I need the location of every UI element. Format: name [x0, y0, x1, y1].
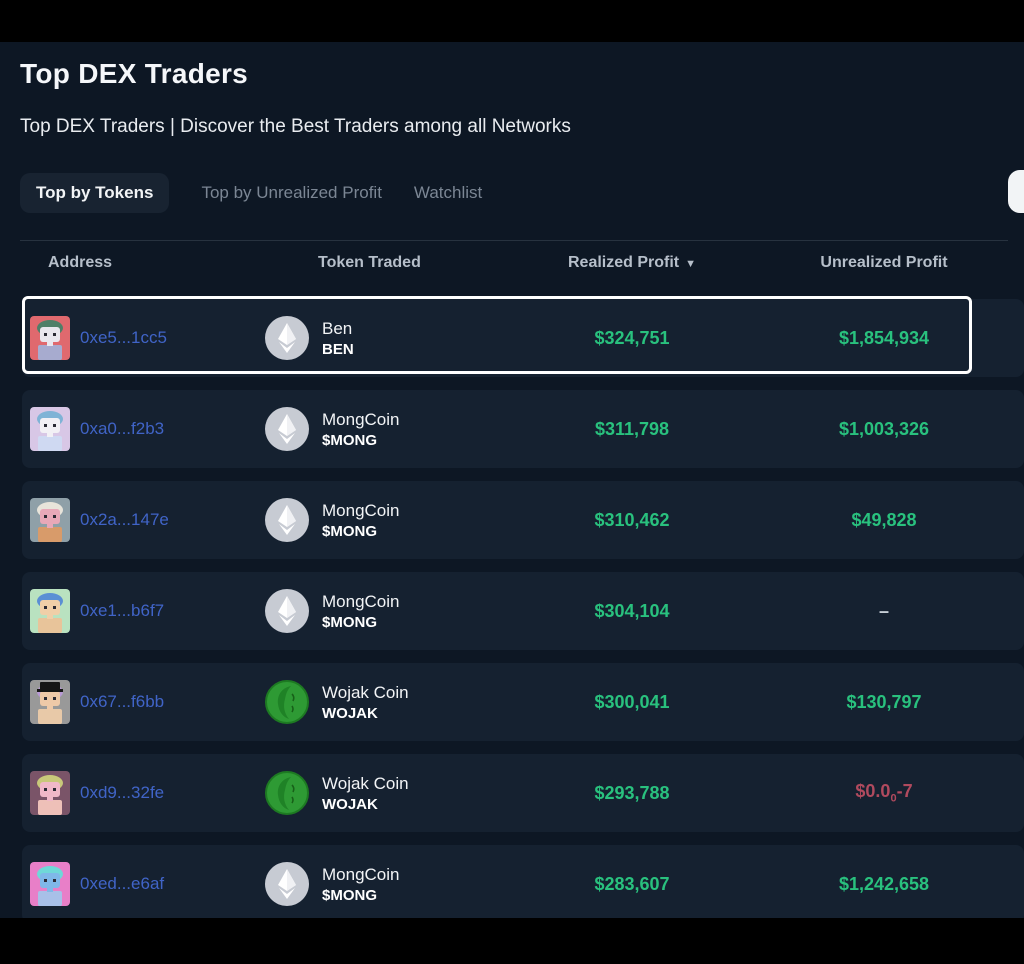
address-cell: 0xa0...f2b3	[22, 407, 262, 451]
unrealized-profit-value: $0.00-7	[855, 781, 913, 805]
unrealized-profit-value: –	[878, 600, 889, 621]
trader-avatar	[30, 498, 70, 542]
table-row[interactable]: 0x67...f6bb Wojak Coin WOJAK $300,041 $1…	[22, 663, 1024, 741]
edge-button[interactable]	[1008, 170, 1024, 213]
tab-watchlist[interactable]: Watchlist	[413, 183, 483, 202]
column-header-realized-profit[interactable]: Realized Profit ▼	[567, 254, 697, 271]
token-name: MongCoin	[322, 864, 400, 884]
column-header-address[interactable]: Address	[48, 254, 113, 271]
token-name: Wojak Coin	[322, 682, 409, 702]
eth-icon	[265, 316, 309, 360]
address-link[interactable]: 0xd9...32fe	[80, 783, 165, 802]
token-cell: Wojak Coin WOJAK	[262, 771, 512, 815]
tab-top-by-tokens[interactable]: Top by Tokens	[20, 173, 170, 213]
tab-top-by-unrealized-profit[interactable]: Top by Unrealized Profit	[201, 183, 382, 202]
realized-profit-value: $293,788	[594, 782, 670, 803]
trader-avatar	[30, 862, 70, 906]
unrealized-profit-value: $1,854,934	[838, 327, 930, 348]
page: Top DEX Traders Top DEX Traders | Discov…	[0, 42, 1024, 918]
table-row[interactable]: 0xe1...b6f7 MongCoin $MONG $304,104 –	[22, 572, 1024, 650]
realized-profit-value: $311,798	[594, 418, 670, 439]
address-link[interactable]: 0xa0...f2b3	[80, 419, 165, 438]
unrealized-profit-value: $1,003,326	[838, 418, 930, 439]
sort-desc-icon[interactable]: ▼	[685, 258, 697, 270]
token-symbol: $MONG	[322, 613, 378, 631]
realized-profit-value: $300,041	[594, 691, 670, 712]
realized-profit-value: $310,462	[594, 509, 670, 530]
token-cell: Ben BEN	[262, 316, 512, 360]
realized-profit-value: $304,104	[594, 600, 670, 621]
trader-avatar	[30, 771, 70, 815]
token-name: Ben	[322, 318, 353, 338]
token-cell: MongCoin $MONG	[262, 407, 512, 451]
eth-icon	[265, 407, 309, 451]
address-link[interactable]: 0xe1...b6f7	[80, 601, 165, 620]
table-row[interactable]: 0x2a...147e MongCoin $MONG $310,462 $49,…	[22, 481, 1024, 559]
eth-icon	[265, 589, 309, 633]
address-cell: 0xe5...1cc5	[22, 316, 262, 360]
trader-avatar	[30, 316, 70, 360]
address-cell: 0x67...f6bb	[22, 680, 262, 724]
token-symbol: $MONG	[322, 522, 378, 540]
address-cell: 0x2a...147e	[22, 498, 262, 542]
wojak-icon	[265, 680, 309, 724]
token-symbol: WOJAK	[322, 795, 378, 813]
address-link[interactable]: 0x2a...147e	[80, 510, 169, 529]
eth-icon	[265, 862, 309, 906]
page-subtitle: Top DEX Traders | Discover the Best Trad…	[20, 116, 571, 137]
table-row[interactable]: 0xd9...32fe Wojak Coin WOJAK $293,788 $0…	[22, 754, 1024, 832]
trader-avatar	[30, 680, 70, 724]
tab-bar: Top by Tokens Top by Unrealized Profit W…	[20, 173, 482, 213]
table-row[interactable]: 0xa0...f2b3 MongCoin $MONG $311,798 $1,0…	[22, 390, 1024, 468]
trader-avatar	[30, 589, 70, 633]
token-name: MongCoin	[322, 591, 400, 611]
unrealized-profit-value: $49,828	[851, 509, 917, 530]
column-header-unrealized-profit[interactable]: Unrealized Profit	[820, 254, 948, 271]
wojak-icon	[265, 771, 309, 815]
token-cell: Wojak Coin WOJAK	[262, 680, 512, 724]
table-row[interactable]: 0xe5...1cc5 Ben BEN $324,751 $1,854,934	[22, 296, 1024, 377]
token-name: MongCoin	[322, 500, 400, 520]
token-cell: MongCoin $MONG	[262, 862, 512, 906]
token-symbol: WOJAK	[322, 704, 378, 722]
address-link[interactable]: 0xed...e6af	[80, 874, 165, 893]
address-link[interactable]: 0x67...f6bb	[80, 692, 165, 711]
token-symbol: $MONG	[322, 431, 378, 449]
unrealized-profit-value: $130,797	[846, 691, 922, 712]
traders-table: 0xe5...1cc5 Ben BEN $324,751 $1,854,934 …	[22, 296, 1024, 918]
token-symbol: $MONG	[322, 886, 378, 904]
table-header-divider	[20, 240, 1008, 241]
token-name: Wojak Coin	[322, 773, 409, 793]
token-cell: MongCoin $MONG	[262, 589, 512, 633]
unrealized-profit-value: $1,242,658	[838, 873, 930, 894]
token-symbol: BEN	[322, 340, 354, 358]
eth-icon	[265, 498, 309, 542]
trader-avatar	[30, 407, 70, 451]
token-name: MongCoin	[322, 409, 400, 429]
address-cell: 0xe1...b6f7	[22, 589, 262, 633]
realized-profit-value: $324,751	[594, 327, 670, 348]
address-link[interactable]: 0xe5...1cc5	[80, 328, 167, 347]
address-cell: 0xed...e6af	[22, 862, 262, 906]
realized-profit-value: $283,607	[594, 873, 670, 894]
table-header: Address Token Traded Realized Profit ▼ Un…	[22, 254, 1016, 272]
column-header-token-traded[interactable]: Token Traded	[318, 254, 421, 271]
table-row[interactable]: 0xed...e6af MongCoin $MONG $283,607 $1,2…	[22, 845, 1024, 918]
token-cell: MongCoin $MONG	[262, 498, 512, 542]
address-cell: 0xd9...32fe	[22, 771, 262, 815]
page-title: Top DEX Traders	[20, 58, 249, 89]
